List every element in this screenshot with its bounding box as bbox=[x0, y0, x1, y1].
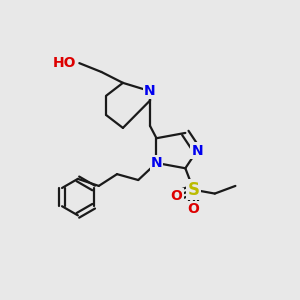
Text: N: N bbox=[151, 156, 162, 170]
Text: N: N bbox=[144, 84, 156, 98]
Text: S: S bbox=[188, 181, 200, 199]
Text: HO: HO bbox=[53, 56, 76, 70]
Text: N: N bbox=[191, 144, 203, 158]
Text: O: O bbox=[188, 202, 200, 217]
Text: O: O bbox=[171, 189, 182, 202]
